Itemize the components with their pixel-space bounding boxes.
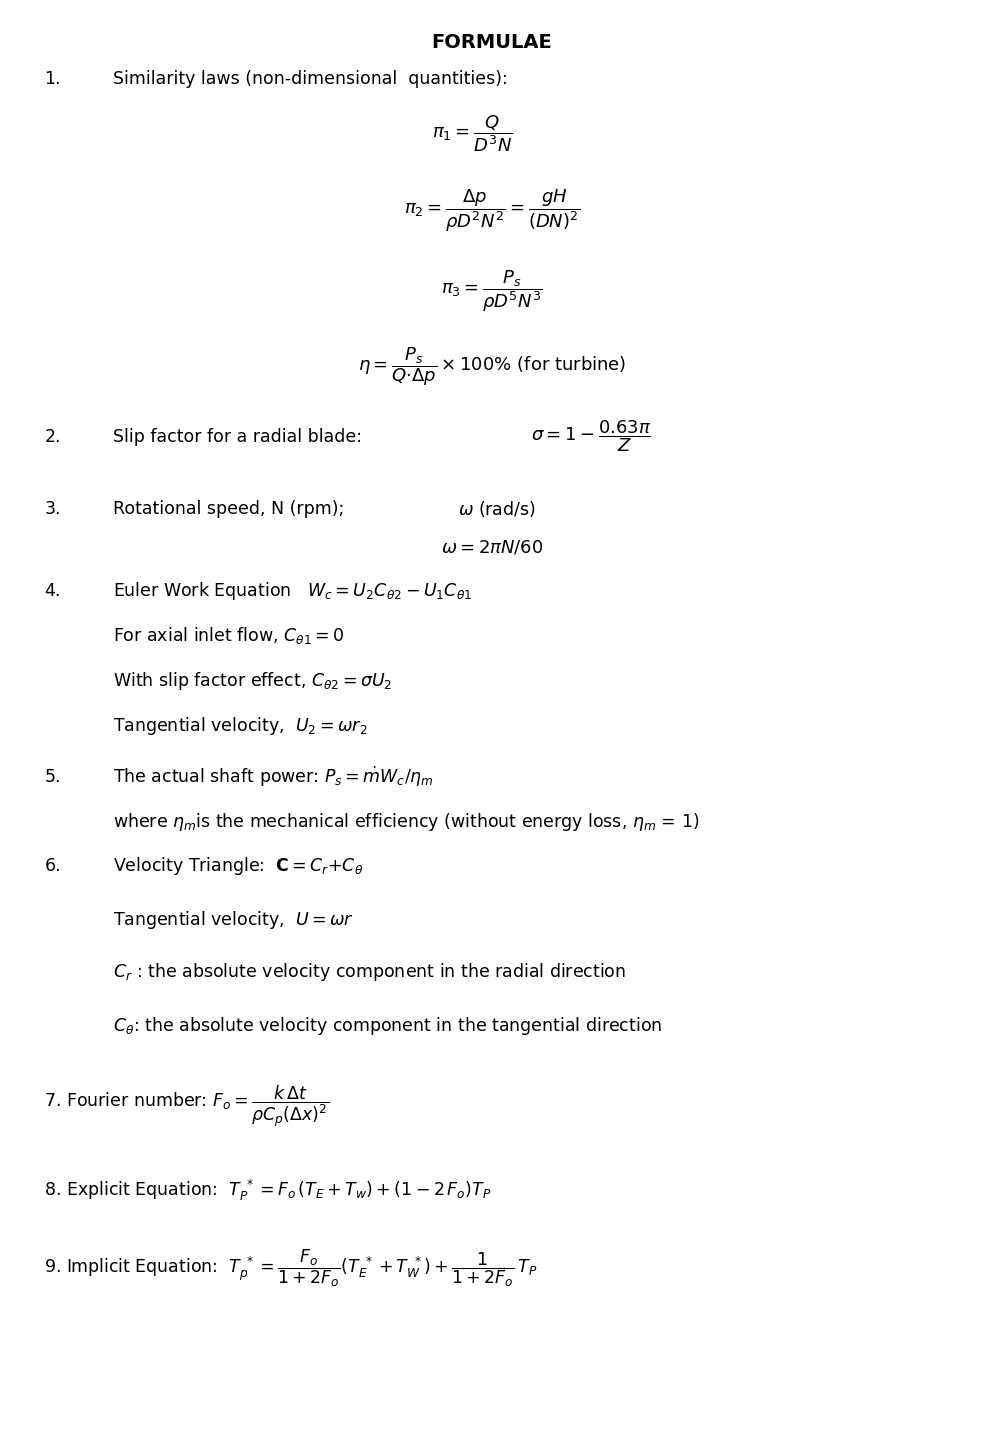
Text: 1.: 1. bbox=[44, 70, 61, 87]
Text: $\omega$ (rad/s): $\omega$ (rad/s) bbox=[458, 499, 535, 519]
Text: Velocity Triangle:  $\mathbf{C} = C_r{+}C_\theta$: Velocity Triangle: $\mathbf{C} = C_r{+}C… bbox=[113, 854, 363, 877]
Text: Tangential velocity,  $U = \omega r$: Tangential velocity, $U = \omega r$ bbox=[113, 908, 354, 931]
Text: 6.: 6. bbox=[44, 857, 61, 874]
Text: Euler Work Equation   $W_c = U_2C_{\theta 2} - U_1C_{\theta 1}$: Euler Work Equation $W_c = U_2C_{\theta … bbox=[113, 579, 472, 602]
Text: Similarity laws (non-dimensional  quantities):: Similarity laws (non-dimensional quantit… bbox=[113, 70, 508, 87]
Text: $C_\theta$: the absolute velocity component in the tangential direction: $C_\theta$: the absolute velocity compon… bbox=[113, 1014, 662, 1037]
Text: 4.: 4. bbox=[44, 582, 61, 599]
Text: Tangential velocity,  $U_2 = \omega r_2$: Tangential velocity, $U_2 = \omega r_2$ bbox=[113, 714, 368, 738]
Text: For axial inlet flow, $C_{\theta 1} = 0$: For axial inlet flow, $C_{\theta 1} = 0$ bbox=[113, 626, 344, 646]
Text: $\pi_2 = \dfrac{\Delta p}{\rho D^2 N^2} = \dfrac{gH}{(DN)^2}$: $\pi_2 = \dfrac{\Delta p}{\rho D^2 N^2} … bbox=[404, 188, 580, 234]
Text: $\omega = 2\pi N/60$: $\omega = 2\pi N/60$ bbox=[441, 538, 543, 556]
Text: $\pi_3 = \dfrac{P_s}{\rho D^5 N^3}$: $\pi_3 = \dfrac{P_s}{\rho D^5 N^3}$ bbox=[441, 268, 543, 314]
Text: 5.: 5. bbox=[44, 768, 61, 786]
Text: $C_r$ : the absolute velocity component in the radial direction: $C_r$ : the absolute velocity component … bbox=[113, 960, 626, 984]
Text: 7. Fourier number: $F_o = \dfrac{k\,\Delta t}{\rho C_p(\Delta x)^2}$: 7. Fourier number: $F_o = \dfrac{k\,\Del… bbox=[44, 1083, 330, 1129]
Text: FORMULAE: FORMULAE bbox=[432, 33, 552, 52]
Text: $\sigma = 1 - \dfrac{0.63\pi}{Z}$: $\sigma = 1 - \dfrac{0.63\pi}{Z}$ bbox=[531, 419, 651, 454]
Text: With slip factor effect, $C_{\theta 2} = \sigma U_2$: With slip factor effect, $C_{\theta 2} =… bbox=[113, 669, 393, 693]
Text: 9. Implicit Equation:  $T_p^{\ *} = \dfrac{F_o}{1+2F_o}(T_E^{\ *} + T_W^{\ *}) +: 9. Implicit Equation: $T_p^{\ *} = \dfra… bbox=[44, 1248, 538, 1289]
Text: 8. Explicit Equation:  $T_P^{\ *} = F_o\,(T_E + T_w) + (1 - 2\,F_o)T_P$: 8. Explicit Equation: $T_P^{\ *} = F_o\,… bbox=[44, 1177, 492, 1203]
Text: The actual shaft power: $P_s = \dot{m}W_c/\eta_m$: The actual shaft power: $P_s = \dot{m}W_… bbox=[113, 765, 434, 789]
Text: Rotational speed, N (rpm);: Rotational speed, N (rpm); bbox=[113, 501, 344, 518]
Text: Slip factor for a radial blade:: Slip factor for a radial blade: bbox=[113, 428, 362, 445]
Text: $\pi_1 = \dfrac{Q}{D^3N}$: $\pi_1 = \dfrac{Q}{D^3N}$ bbox=[432, 113, 513, 154]
Text: $\eta = \dfrac{P_s}{Q{\cdot}\Delta p} \times 100\%$ (for turbine): $\eta = \dfrac{P_s}{Q{\cdot}\Delta p} \t… bbox=[358, 345, 626, 388]
Text: 3.: 3. bbox=[44, 501, 61, 518]
Text: 2.: 2. bbox=[44, 428, 61, 445]
Text: where $\eta_m$is the mechanical efficiency (without energy loss, $\eta_m$ = 1): where $\eta_m$is the mechanical efficien… bbox=[113, 810, 700, 834]
